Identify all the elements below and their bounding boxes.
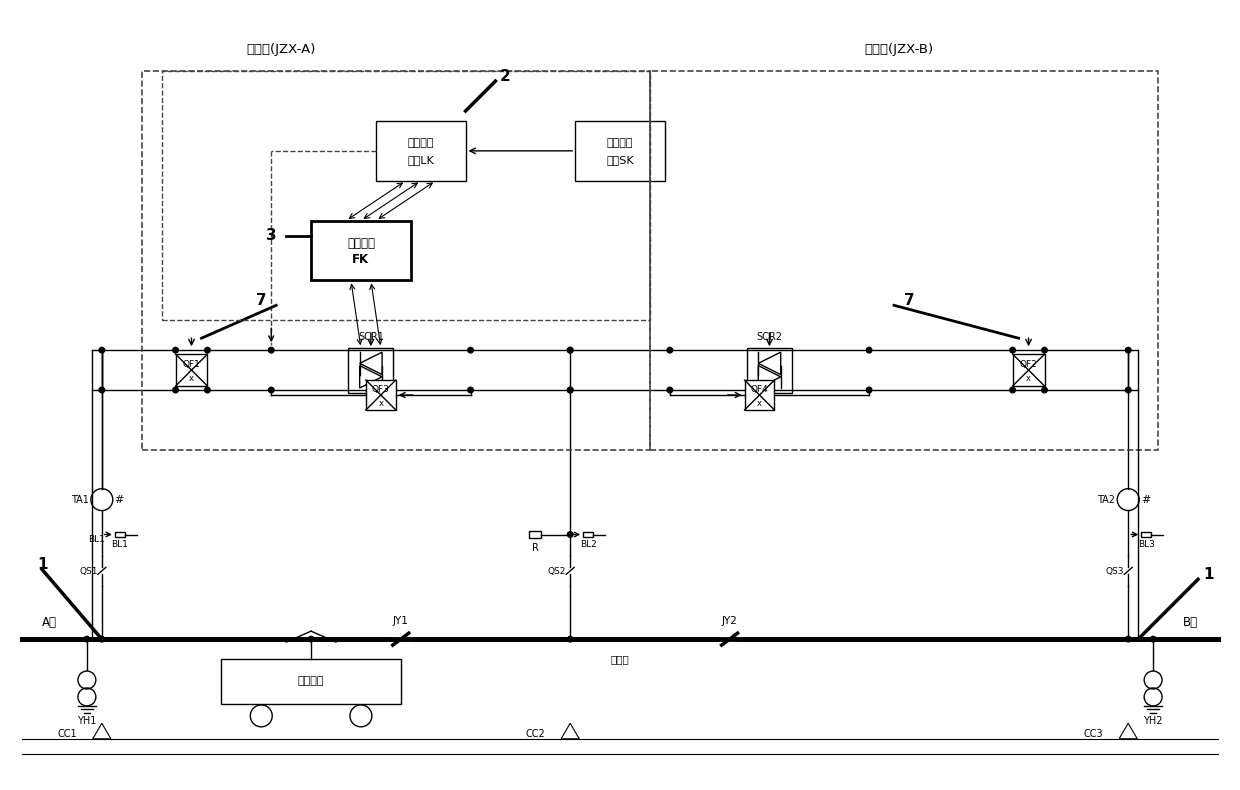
Circle shape [309, 637, 314, 642]
Circle shape [1126, 348, 1131, 353]
Circle shape [99, 387, 104, 393]
Text: JY2: JY2 [722, 616, 738, 626]
Text: BL1: BL1 [88, 535, 105, 544]
Text: QF4: QF4 [750, 386, 769, 394]
Bar [161, 71, 650, 320]
Text: SCR1: SCR1 [358, 332, 384, 342]
Circle shape [1042, 348, 1048, 353]
Circle shape [205, 348, 211, 353]
Text: JY1: JY1 [393, 616, 409, 626]
Bar [650, 71, 1158, 450]
Circle shape [172, 348, 179, 353]
Circle shape [568, 387, 573, 393]
Circle shape [99, 637, 104, 642]
Circle shape [568, 637, 573, 642]
Circle shape [268, 387, 274, 393]
Circle shape [268, 348, 274, 353]
Text: 集装箱(JZX-A): 集装箱(JZX-A) [247, 43, 316, 56]
Circle shape [667, 387, 672, 393]
Circle shape [467, 348, 474, 353]
Bar [366, 380, 396, 410]
Text: 7: 7 [904, 293, 914, 308]
Text: BL3: BL3 [1138, 540, 1154, 550]
Circle shape [172, 387, 179, 393]
Text: #: # [114, 495, 124, 505]
Text: 2: 2 [500, 69, 511, 84]
Circle shape [667, 348, 672, 353]
Circle shape [1042, 387, 1048, 393]
Text: x: x [378, 399, 383, 408]
Text: 系统LK: 系统LK [407, 155, 434, 165]
Text: CC1: CC1 [57, 729, 77, 739]
Text: QF3: QF3 [372, 386, 389, 394]
Bar [176, 354, 207, 386]
Text: 7: 7 [255, 293, 267, 308]
Text: QS3: QS3 [1106, 567, 1125, 576]
Circle shape [1126, 387, 1131, 393]
Bar [746, 348, 792, 393]
Circle shape [867, 348, 872, 353]
Circle shape [867, 387, 872, 393]
Text: A相: A相 [42, 616, 57, 629]
Bar [311, 220, 410, 280]
Circle shape [84, 637, 89, 642]
Text: QS1: QS1 [79, 567, 98, 576]
Text: x: x [756, 399, 763, 408]
Text: 机车负载: 机车负载 [298, 676, 325, 687]
Bar [1013, 354, 1044, 386]
Text: TA1: TA1 [71, 495, 89, 505]
Text: x: x [1025, 374, 1030, 383]
Text: QS2: QS2 [548, 567, 567, 576]
Text: QF2: QF2 [1019, 360, 1038, 369]
Text: YH1: YH1 [77, 716, 97, 726]
Circle shape [568, 387, 573, 393]
Bar [348, 348, 393, 393]
Text: 集装箱(JZX-B): 集装箱(JZX-B) [864, 43, 934, 56]
Text: 系统SK: 系统SK [606, 155, 634, 165]
Bar [141, 71, 650, 450]
Text: B相: B相 [1183, 616, 1198, 629]
Text: YH2: YH2 [1143, 716, 1163, 726]
Text: 3: 3 [265, 228, 277, 243]
Circle shape [568, 532, 573, 537]
Bar [575, 121, 665, 181]
Text: BL2: BL2 [580, 540, 596, 550]
Bar [583, 532, 593, 537]
Text: 1: 1 [37, 557, 47, 572]
Text: 逻辑控制: 逻辑控制 [408, 138, 434, 148]
Text: QF1: QF1 [182, 360, 201, 369]
Text: R: R [532, 544, 538, 554]
Circle shape [568, 348, 573, 353]
Circle shape [1009, 348, 1016, 353]
Text: x: x [188, 374, 193, 383]
Text: CC2: CC2 [526, 729, 546, 739]
Text: BL1: BL1 [112, 540, 128, 550]
Text: 列车识别: 列车识别 [606, 138, 634, 148]
Circle shape [205, 387, 211, 393]
Text: CC3: CC3 [1084, 729, 1104, 739]
Text: 1: 1 [1203, 567, 1214, 582]
Bar [529, 531, 542, 538]
Circle shape [1151, 637, 1156, 642]
Circle shape [99, 348, 104, 353]
Circle shape [1009, 387, 1016, 393]
Bar [376, 121, 465, 181]
Circle shape [568, 348, 573, 353]
Bar [222, 659, 401, 704]
Text: #: # [1141, 495, 1149, 505]
Bar [744, 380, 775, 410]
Text: TA2: TA2 [1097, 495, 1115, 505]
Bar [115, 532, 125, 537]
Circle shape [467, 387, 474, 393]
Text: 阀控单元: 阀控单元 [347, 237, 374, 250]
Text: FK: FK [352, 253, 370, 266]
Bar [1141, 532, 1151, 537]
Text: 中性区: 中性区 [610, 654, 630, 664]
Circle shape [1126, 637, 1131, 642]
Text: SCR2: SCR2 [756, 332, 782, 342]
